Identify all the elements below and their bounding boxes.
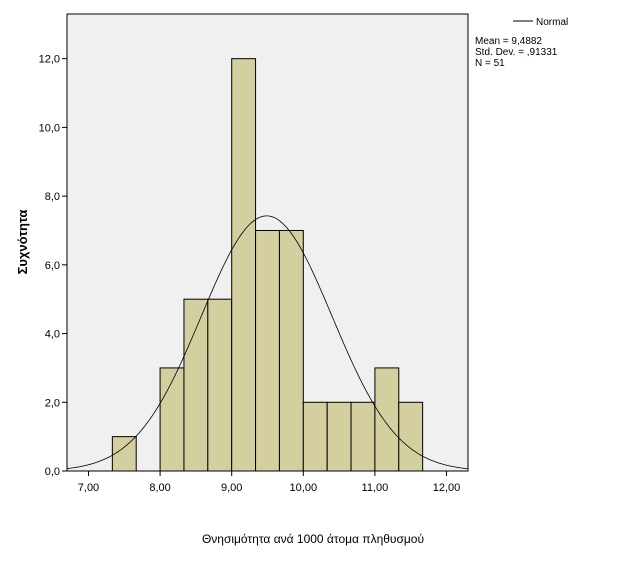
legend-label-normal: Normal: [536, 17, 568, 28]
stats-n: N = 51: [475, 58, 505, 69]
x-axis-title: Θνησιμότητα ανά 1000 άτομα πληθυσμού: [202, 532, 424, 546]
histogram-bar-6: [255, 229, 280, 472]
histogram-bar-8: [302, 401, 328, 472]
stats-mean: Mean = 9,4882: [475, 36, 542, 47]
histogram-bar-11: [374, 367, 400, 472]
histogram-bar-4: [207, 298, 233, 472]
histogram-bar-12: [398, 401, 424, 472]
y-tick-label-0: 0,0: [45, 466, 60, 478]
y-axis-title: Συχνότητα: [15, 210, 30, 275]
histogram-bar-7: [278, 229, 304, 472]
x-tick-label-4: 11,00: [362, 482, 389, 494]
x-tick-label-0: 7,00: [78, 482, 99, 494]
x-tick-label-2: 9,00: [221, 482, 242, 494]
normal-curve: [66, 215, 469, 470]
y-tick-label-6: 12,0: [39, 54, 60, 66]
y-tick-label-4: 8,0: [45, 191, 60, 203]
x-tick-label-3: 10,00: [290, 482, 318, 494]
x-tick-label-1: 8,00: [149, 482, 170, 494]
histogram-bar-5: [231, 58, 257, 472]
histogram-bar-0: [111, 436, 137, 472]
histogram-bar-2: [159, 367, 185, 472]
stats-box: Mean = 9,4882 Std. Dev. = ,91331 N = 51: [475, 36, 558, 69]
x-tick-label-5: 12,00: [433, 482, 461, 494]
histogram-bar-9: [326, 401, 352, 472]
stats-std-dev: Std. Dev. = ,91331: [475, 47, 558, 58]
histogram-bar-10: [350, 401, 376, 472]
histogram-bar-3: [183, 298, 209, 472]
y-tick-label-2: 4,0: [45, 329, 60, 341]
legend: Normal: [513, 17, 568, 28]
y-tick-label-1: 2,0: [45, 397, 60, 409]
y-tick-label-5: 10,0: [39, 122, 60, 134]
y-tick-label-3: 6,0: [45, 260, 60, 272]
